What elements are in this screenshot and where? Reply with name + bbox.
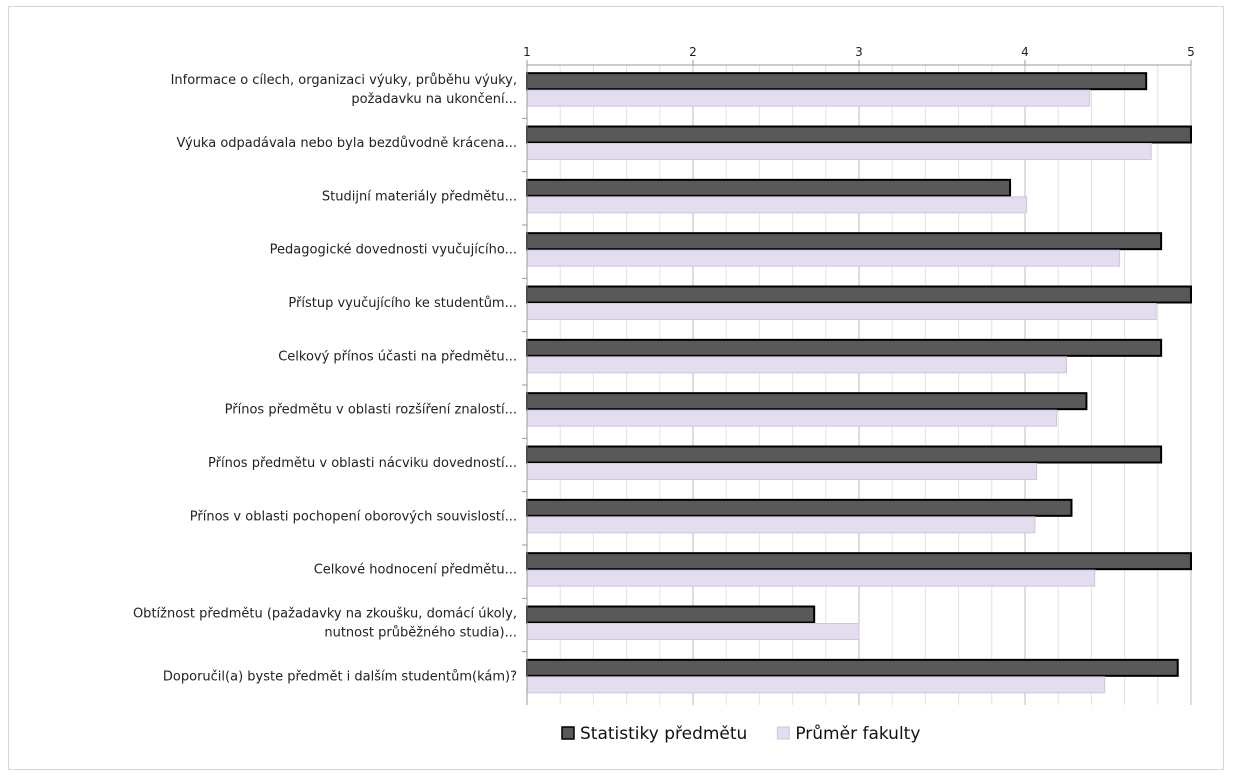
category-label-line: Přístup vyučujícího ke studentům...: [288, 296, 517, 311]
x-tick-label: 4: [1021, 45, 1029, 59]
bar-statistiky-predmetu: [526, 178, 1012, 197]
bar-statistiky-predmetu: [526, 552, 1192, 571]
bar-prumer-fakulty: [526, 516, 1036, 534]
bar-prumer-fakulty: [526, 409, 1058, 427]
bar-prumer-fakulty: [526, 623, 860, 640]
legend-label: Statistiky předmětu: [580, 724, 747, 744]
category-label: Obtížnost předmětu (pažadavky na zkoušku…: [133, 607, 517, 641]
category-label: Výuka odpadávala nebo byla bezdůvodně kr…: [176, 136, 517, 151]
x-tick-label: 3: [855, 45, 863, 59]
legend-label: Průměr fakulty: [795, 724, 920, 744]
bar-prumer-fakulty: [526, 143, 1152, 160]
bar-prumer-fakulty: [526, 303, 1157, 320]
bar-statistiky-predmetu: [526, 232, 1163, 251]
category-label-line: Přínos v oblasti pochopení oborových sou…: [190, 509, 517, 524]
bar-prumer-fakulty: [526, 569, 1096, 587]
bar-prumer-fakulty: [526, 676, 1106, 694]
category-label-line: Výuka odpadávala nebo byla bezdůvodně kr…: [176, 136, 517, 151]
bar-statistiky-predmetu: [526, 605, 816, 624]
bar-prumer-fakulty: [526, 463, 1038, 480]
category-label: Pedagogické dovednosti vyučujícího...: [270, 243, 517, 258]
category-label: Informace o cílech, organizaci výuky, pr…: [171, 73, 517, 107]
bar-statistiky-predmetu: [526, 125, 1192, 144]
chart-frame: 1 2 3 4 5 Informace o cílech, organizaci výu…: [8, 6, 1224, 770]
bar-prumer-fakulty: [526, 89, 1091, 107]
bar-statistiky-predmetu: [526, 338, 1163, 357]
category-label: Celkový přínos účasti na předmětu...: [278, 349, 517, 364]
bar-statistiky-predmetu: [526, 445, 1163, 464]
chart: 1 2 3 4 5 Informace o cílech, organizaci výu…: [133, 45, 1195, 744]
legend-swatch-prumer: [776, 726, 790, 740]
category-label-line: požadavku na ukončení...: [351, 92, 517, 107]
category-label-line: nutnost průběžného studia)...: [324, 626, 517, 641]
bar-statistiky-predmetu: [526, 285, 1192, 304]
category-label-line: Studijní materiály předmětu...: [322, 189, 517, 204]
legend: Statistiky předmětu Průměr fakulty: [561, 724, 920, 744]
category-label: Studijní materiály předmětu...: [322, 189, 517, 204]
bar-statistiky-predmetu: [526, 72, 1148, 91]
legend-swatch-statistiky: [561, 726, 575, 740]
bar-prumer-fakulty: [526, 356, 1067, 374]
x-tick-label: 5: [1187, 45, 1195, 59]
bar-statistiky-predmetu: [526, 658, 1179, 677]
bar-statistiky-predmetu: [526, 392, 1088, 411]
bar-statistiky-predmetu: [526, 498, 1073, 517]
category-label: Přínos předmětu v oblasti nácviku dovedn…: [208, 456, 517, 471]
category-label: Přístup vyučujícího ke studentům...: [288, 296, 517, 311]
x-tick-label: 2: [689, 45, 697, 59]
x-tick-label: 1: [523, 45, 531, 59]
category-label-line: Celkové hodnocení předmětu...: [314, 563, 517, 578]
category-label-line: Přínos předmětu v oblasti rozšíření znal…: [225, 403, 517, 418]
gridlines: [526, 65, 1192, 705]
category-label-line: Informace o cílech, organizaci výuky, pr…: [171, 73, 517, 88]
x-axis-ticks: 1 2 3 4 5: [523, 45, 1195, 65]
category-labels: Informace o cílech, organizaci výuky, pr…: [133, 73, 517, 684]
category-label: Celkové hodnocení předmětu...: [314, 563, 517, 578]
bar-prumer-fakulty: [526, 249, 1121, 267]
bar-prumer-fakulty: [526, 196, 1028, 214]
category-label: Doporučil(a) byste předmět i dalším stud…: [163, 669, 517, 684]
bars: [526, 72, 1192, 694]
category-label: Přínos v oblasti pochopení oborových sou…: [190, 509, 517, 524]
category-label-line: Obtížnost předmětu (pažadavky na zkoušku…: [133, 607, 517, 622]
category-label-line: Celkový přínos účasti na předmětu...: [278, 349, 517, 364]
category-label-line: Pedagogické dovednosti vyučujícího...: [270, 243, 517, 258]
category-label: Přínos předmětu v oblasti rozšíření znal…: [225, 403, 517, 418]
y-axis: [522, 64, 1191, 705]
category-label-line: Doporučil(a) byste předmět i dalším stud…: [163, 669, 517, 684]
category-label-line: Přínos předmětu v oblasti nácviku dovedn…: [208, 456, 517, 471]
